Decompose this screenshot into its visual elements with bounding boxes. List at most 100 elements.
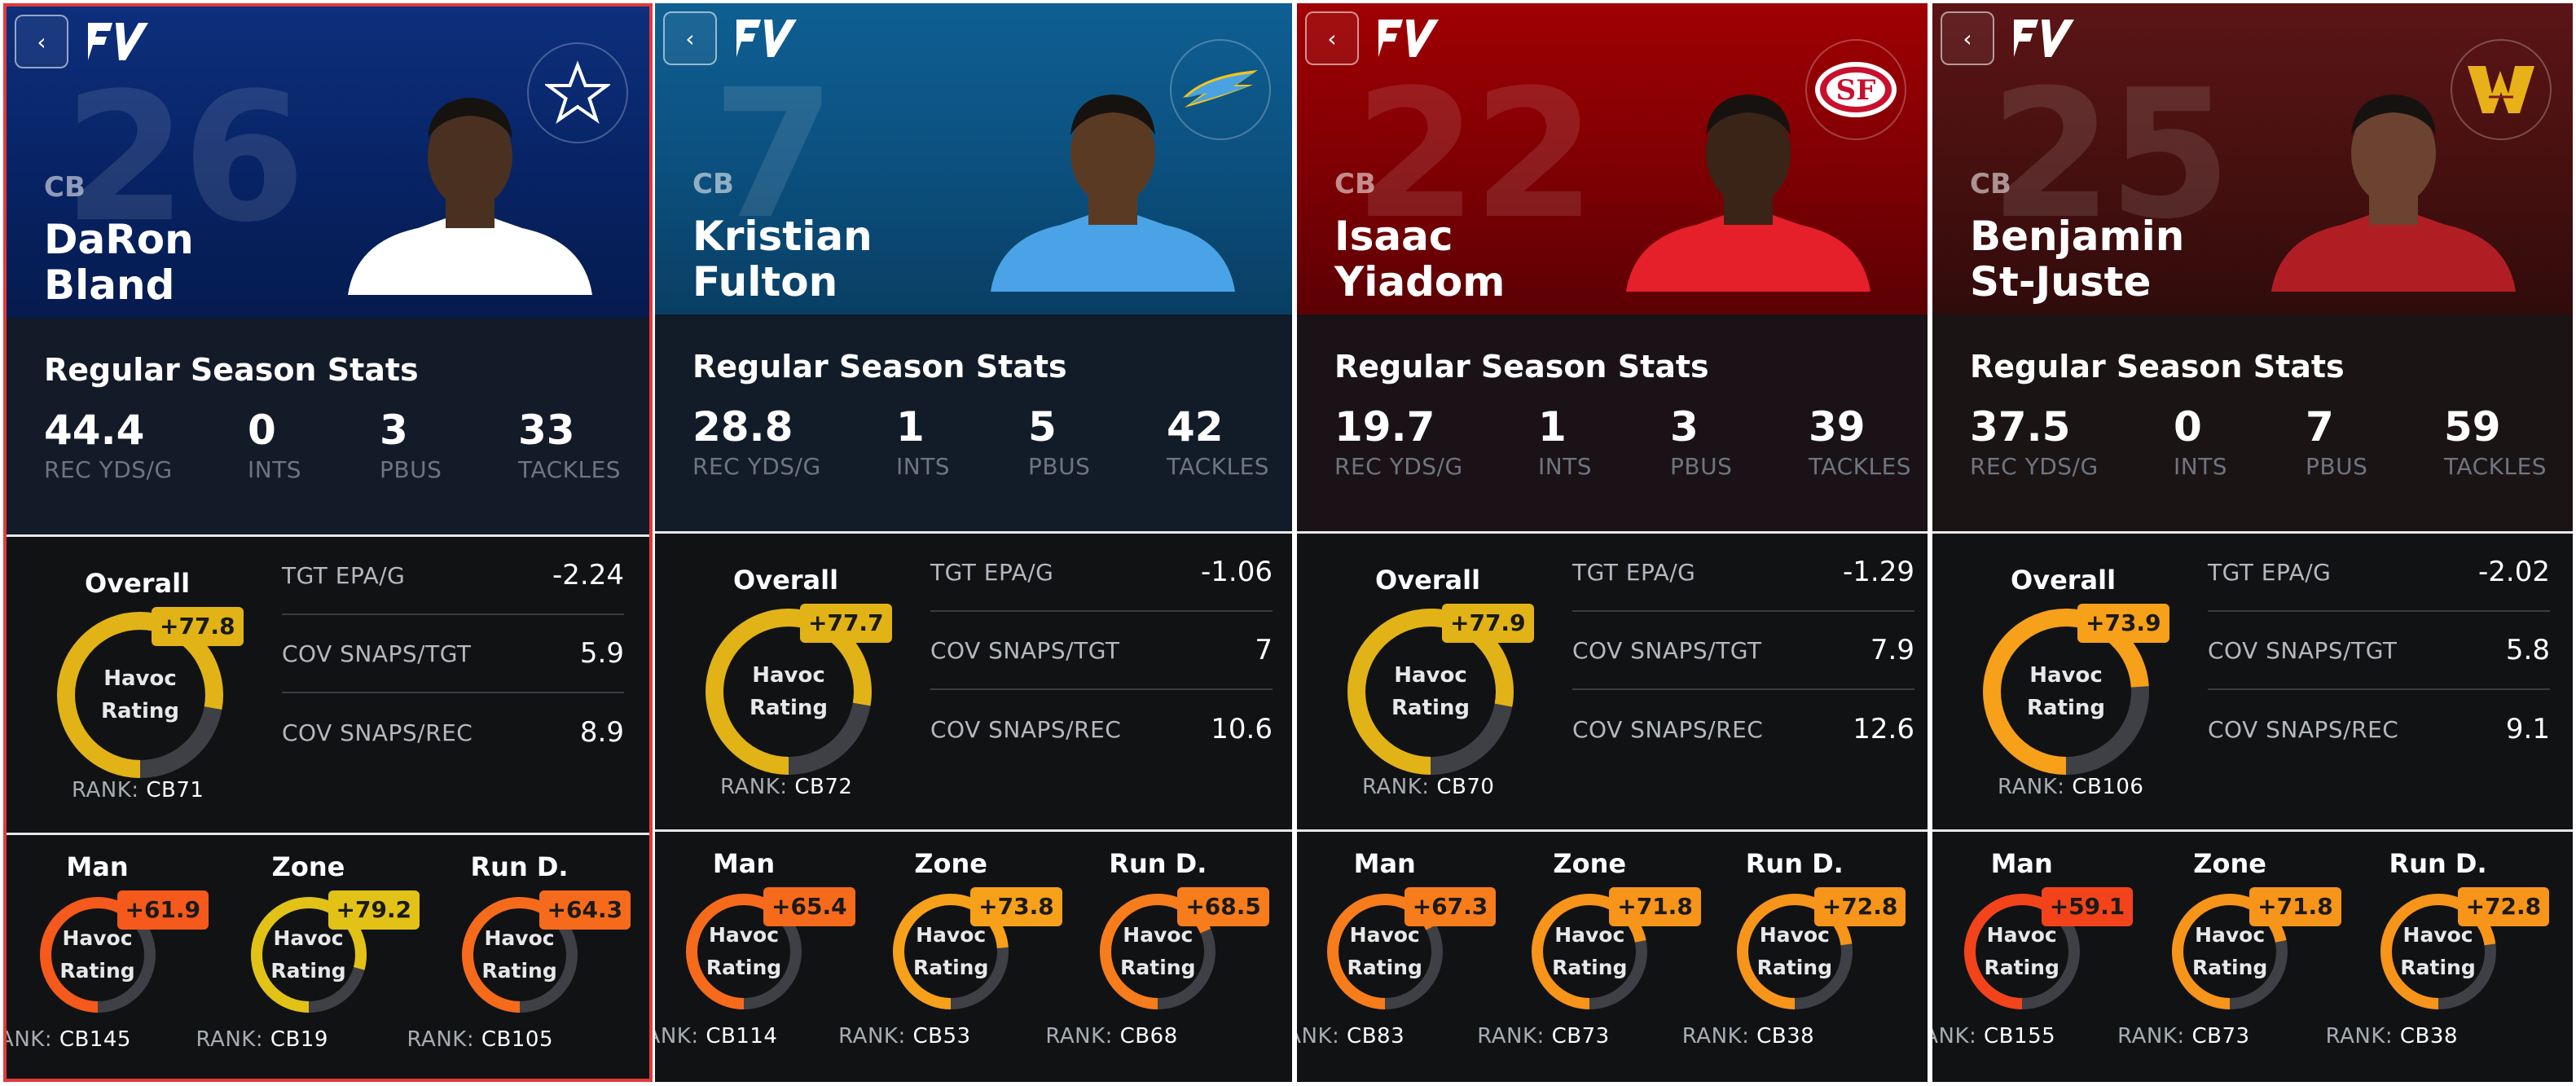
- player-photo: [982, 78, 1243, 292]
- player-position: CB: [1970, 168, 2011, 200]
- back-button[interactable]: ‹: [663, 11, 717, 65]
- stat-value: 37.5: [1970, 403, 2071, 451]
- sub-rating-badge: +72.8: [2457, 887, 2550, 926]
- sub-rating-label: Zone: [1553, 848, 1627, 879]
- player-card-kristian-fulton[interactable]: 7 ‹ CB Kristian Fulton Regular Season St…: [655, 3, 1292, 1082]
- 49ers-sf-icon: SF: [1805, 39, 1906, 140]
- metric-label: COV SNAPS/TGT: [930, 636, 1120, 664]
- metric-cov-snaps-rec: COV SNAPS/REC 8.9: [282, 693, 624, 772]
- sub-rating-rank: RANK: CB73: [2117, 1024, 2250, 1049]
- overall-label: Overall: [85, 568, 191, 599]
- stats-title: Regular Season Stats: [1970, 349, 2345, 385]
- havoc-rating-label: Havoc Rating: [706, 923, 782, 979]
- metric-value: 9.1: [2505, 713, 2550, 745]
- stats-title: Regular Season Stats: [1334, 349, 1709, 385]
- havoc-rating-label: Havoc Rating: [1391, 663, 1470, 720]
- fv-logo-icon: [736, 20, 797, 57]
- stats-title: Regular Season Stats: [692, 349, 1067, 385]
- metric-label: TGT EPA/G: [2208, 558, 2332, 586]
- regular-season-stats: Regular Season Stats 44.4 REC YDS/G 0 IN…: [7, 318, 649, 534]
- player-photo: [1618, 78, 1879, 292]
- stat-value: 28.8: [692, 403, 793, 451]
- metric-label: COV SNAPS/REC: [930, 715, 1122, 743]
- metric-value: 5.8: [2505, 634, 2550, 666]
- stat-label: TACKLES: [518, 456, 622, 483]
- divider: [1297, 531, 1928, 534]
- stat-value: 7: [2306, 403, 2334, 451]
- player-header: 25 ‹ CB Benjamin St-Juste: [1932, 3, 2573, 314]
- commanders-w-icon: [2451, 39, 2552, 140]
- stat-label: REC YDS/G: [44, 456, 173, 483]
- player-card-benjamin-st-juste[interactable]: 25 ‹ CB Benjamin St-Juste Regular Season…: [1932, 3, 2573, 1082]
- metric-label: TGT EPA/G: [930, 558, 1054, 586]
- sub-rating-rank: RANK: CB83: [1297, 1024, 1405, 1049]
- overall-havoc-ring: Havoc Rating: [1347, 609, 1514, 775]
- sub-rating-badge: +68.5: [1177, 887, 1269, 926]
- player-name: Isaac Yiadom: [1334, 213, 1505, 305]
- sub-rating-rank: RANK: CB73: [1477, 1024, 1610, 1049]
- sub-rating-label: Man: [1990, 848, 2053, 879]
- havoc-rating-label: Havoc Rating: [913, 923, 989, 979]
- havoc-rating-label: Havoc Rating: [2026, 663, 2106, 720]
- divider: [1297, 829, 1928, 832]
- havoc-ring: Havoc Rating: [461, 897, 578, 1013]
- havoc-ring: Havoc Rating: [2380, 894, 2496, 1009]
- sub-rating-badge: +65.4: [763, 887, 855, 926]
- havoc-rating-label: Havoc Rating: [481, 926, 557, 983]
- metric-value: 8.9: [579, 716, 624, 749]
- player-name: Benjamin St-Juste: [1970, 213, 2184, 305]
- havoc-rating-label: Havoc Rating: [1984, 923, 2059, 979]
- stat-label: PBUS: [1028, 453, 1091, 480]
- player-card-isaac-yiadom[interactable]: 22 ‹ CB Isaac Yiadom SF Regular Season S…: [1297, 3, 1928, 1082]
- stat-label: INTS: [248, 456, 302, 483]
- player-card-daron-bland[interactable]: 26 ‹ CB DaRon Bland Regular Season Stats…: [3, 3, 653, 1082]
- stat-label: REC YDS/G: [692, 453, 821, 480]
- stat-pbus: 3 PBUS: [1670, 404, 1732, 480]
- stat-ints: 0 INTS: [248, 407, 301, 483]
- havoc-rating-label: Havoc Rating: [100, 666, 180, 723]
- back-button[interactable]: ‹: [1305, 11, 1359, 65]
- sub-rating-label: Man: [712, 848, 776, 879]
- player-position: CB: [44, 171, 86, 204]
- stat-value: 33: [518, 407, 575, 454]
- metric-tgt-epa: TGT EPA/G -1.29: [1572, 534, 1914, 612]
- havoc-ring: Havoc Rating: [893, 894, 1009, 1009]
- player-photo: [2263, 78, 2524, 292]
- stat-label: PBUS: [2306, 453, 2368, 480]
- stat-value: 3: [380, 407, 408, 454]
- player-first-name: DaRon: [44, 216, 194, 263]
- metric-value: -1.29: [1843, 556, 1914, 588]
- divider: [7, 833, 649, 835]
- metric-cov-snaps-rec: COV SNAPS/REC 9.1: [2208, 690, 2550, 768]
- metric-cov-snaps-rec: COV SNAPS/REC 10.6: [930, 690, 1273, 768]
- sub-rating-rank: RANK: CB38: [2325, 1024, 2458, 1049]
- metric-value: 7.9: [1870, 634, 1914, 666]
- sub-rating-badge: +79.2: [327, 890, 420, 930]
- havoc-ring: Havoc Rating: [686, 894, 802, 1009]
- metric-value: 5.9: [579, 637, 624, 670]
- stat-value: 1: [896, 403, 925, 451]
- stat-label: TACKLES: [1809, 453, 1912, 480]
- back-button[interactable]: ‹: [1941, 11, 1994, 65]
- stat-value: 39: [1809, 403, 1866, 451]
- player-name: Kristian Fulton: [692, 213, 873, 305]
- metric-value: -2.24: [552, 559, 624, 591]
- player-header: 26 ‹ CB DaRon Bland: [7, 7, 649, 318]
- stat-value: 0: [2174, 403, 2202, 451]
- metric-label: COV SNAPS/REC: [2208, 715, 2399, 743]
- cowboys-star-icon: [527, 42, 628, 143]
- player-last-name: Yiadom: [1334, 258, 1506, 306]
- stat-value: 0: [248, 407, 276, 454]
- jersey-number: 22: [1354, 52, 1596, 258]
- sub-rating-label: Man: [66, 851, 129, 882]
- havoc-ring: Havoc Rating: [1963, 894, 2080, 1009]
- stat-value: 5: [1028, 403, 1057, 451]
- back-button[interactable]: ‹: [15, 15, 68, 68]
- sub-rating-label: Man: [1353, 848, 1416, 879]
- stat-label: TACKLES: [2444, 453, 2547, 480]
- stat-rec-yds: 28.8 REC YDS/G: [692, 404, 821, 480]
- stat-value: 1: [1538, 403, 1567, 451]
- chevron-left-icon: ‹: [1963, 24, 1972, 52]
